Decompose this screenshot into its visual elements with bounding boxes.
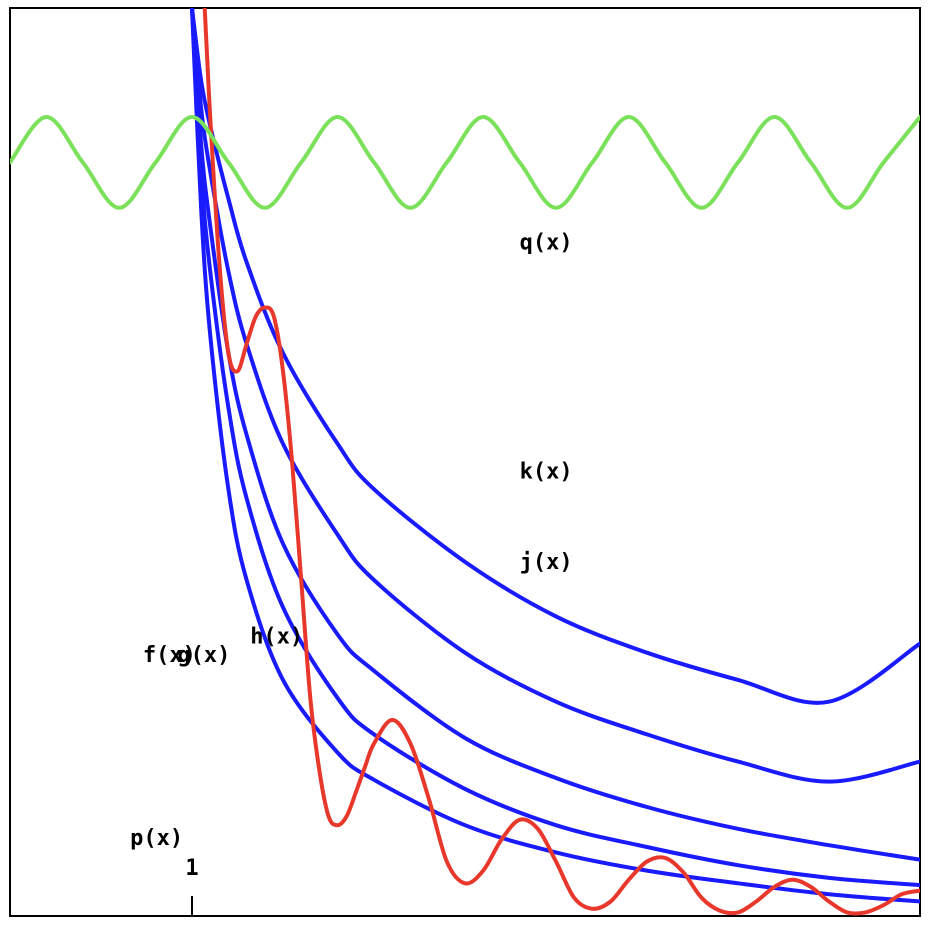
series-layer (10, 8, 920, 916)
label-layer: q(x) k(x) j(x) h(x) f(x)g(x) p(x) (130, 231, 572, 852)
plot-frame (9, 7, 921, 917)
x-tick-label: 1 (185, 856, 198, 881)
series-line-q-x (10, 115, 920, 210)
curve-label-j-x: j(x) (520, 550, 573, 575)
series-line-p-x (202, 8, 920, 916)
curve-label-h-x: h(x) (250, 625, 303, 650)
series-line-f-x (190, 8, 920, 904)
curve-label-g-x: g(x) (177, 643, 230, 668)
curve-label-q-x: q(x) (520, 231, 573, 256)
curve-label-f-x: f(x) (143, 643, 196, 668)
series-line-h-x (190, 8, 920, 862)
tick-layer: 1 (185, 856, 199, 916)
series-line-k-x (190, 8, 920, 705)
series-line-g-x (190, 8, 920, 888)
curve-label-k-x: k(x) (520, 459, 573, 484)
curve-label-p-x: p(x) (130, 826, 183, 851)
